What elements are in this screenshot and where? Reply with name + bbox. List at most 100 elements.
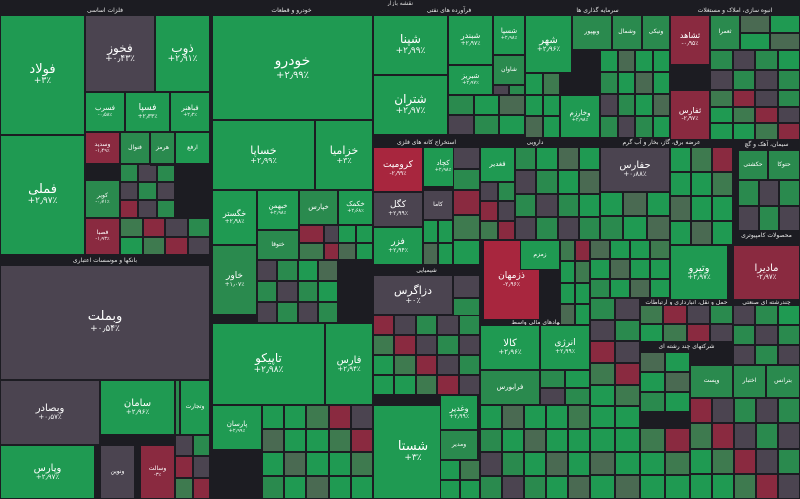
stock-tile[interactable]: کاما (423, 190, 453, 220)
small-stock-tile[interactable] (615, 428, 640, 452)
small-stock-tile[interactable] (610, 240, 630, 260)
small-stock-tile[interactable] (187, 218, 210, 237)
small-stock-tile[interactable] (640, 428, 665, 452)
small-stock-tile[interactable] (560, 240, 575, 262)
small-stock-tile[interactable] (448, 95, 474, 115)
stock-tile[interactable]: فرابورس (480, 370, 540, 405)
small-stock-tile[interactable] (350, 452, 373, 476)
small-stock-tile[interactable] (557, 193, 579, 217)
small-stock-tile[interactable] (480, 428, 502, 452)
small-stock-tile[interactable] (691, 220, 712, 245)
small-stock-tile[interactable] (515, 193, 537, 217)
small-stock-tile[interactable] (590, 451, 615, 476)
small-stock-tile[interactable] (142, 236, 165, 255)
small-stock-tile[interactable] (328, 405, 351, 429)
small-stock-tile[interactable] (663, 305, 687, 324)
small-stock-tile[interactable] (480, 182, 498, 202)
small-stock-tile[interactable] (497, 182, 515, 202)
small-stock-tile[interactable] (617, 72, 635, 94)
small-stock-tile[interactable] (710, 123, 733, 140)
small-stock-tile[interactable] (590, 475, 615, 499)
small-stock-tile[interactable] (120, 200, 139, 218)
small-stock-tile[interactable] (690, 398, 712, 424)
small-stock-tile[interactable] (600, 72, 618, 94)
small-stock-tile[interactable] (590, 341, 615, 363)
small-stock-tile[interactable] (600, 116, 618, 138)
small-stock-tile[interactable] (779, 180, 800, 206)
small-stock-tile[interactable] (453, 190, 480, 215)
small-stock-tile[interactable] (610, 259, 630, 279)
small-stock-tile[interactable] (440, 460, 460, 480)
small-stock-tile[interactable] (284, 475, 307, 499)
small-stock-tile[interactable] (546, 405, 568, 429)
small-stock-tile[interactable] (635, 94, 653, 116)
small-stock-tile[interactable] (710, 90, 733, 107)
small-stock-tile[interactable] (652, 50, 670, 72)
small-stock-tile[interactable] (600, 216, 624, 240)
stock-tile[interactable]: خبهمن +۲٫۹۸٪ (257, 190, 299, 230)
small-stock-tile[interactable] (663, 323, 687, 342)
small-stock-tile[interactable] (630, 240, 650, 260)
small-stock-tile[interactable] (317, 260, 338, 281)
small-stock-tile[interactable] (712, 473, 734, 499)
small-stock-tile[interactable] (415, 335, 438, 355)
stock-tile[interactable]: ثفارس -۲٫۹۷٪ (670, 90, 710, 140)
small-stock-tile[interactable] (665, 352, 690, 372)
small-stock-tile[interactable] (575, 240, 590, 262)
small-stock-tile[interactable] (542, 116, 560, 138)
small-stock-tile[interactable] (640, 451, 665, 476)
small-stock-tile[interactable] (175, 456, 193, 478)
stock-tile[interactable]: ثعمرا (710, 15, 740, 50)
small-stock-tile[interactable] (738, 205, 759, 231)
stock-tile[interactable]: خزامیا +۳٪ (315, 120, 373, 190)
small-stock-tile[interactable] (499, 115, 525, 135)
small-stock-tile[interactable] (691, 147, 712, 172)
small-stock-tile[interactable] (480, 452, 502, 476)
small-stock-tile[interactable] (473, 115, 500, 135)
small-stock-tile[interactable] (734, 473, 756, 499)
small-stock-tile[interactable] (732, 70, 755, 90)
small-stock-tile[interactable] (536, 193, 558, 217)
stock-tile[interactable]: وتجارت (180, 380, 210, 435)
small-stock-tile[interactable] (415, 315, 438, 335)
small-stock-tile[interactable] (437, 315, 459, 335)
small-stock-tile[interactable] (777, 325, 800, 345)
small-stock-tile[interactable] (328, 452, 351, 476)
stock-tile[interactable]: وپست (690, 365, 733, 398)
small-stock-tile[interactable] (284, 405, 307, 429)
small-stock-tile[interactable] (756, 398, 778, 424)
small-stock-tile[interactable] (756, 473, 778, 499)
small-stock-tile[interactable] (712, 398, 734, 424)
small-stock-tile[interactable] (756, 448, 778, 474)
small-stock-tile[interactable] (755, 50, 778, 70)
small-stock-tile[interactable] (355, 225, 373, 243)
small-stock-tile[interactable] (770, 15, 800, 33)
small-stock-tile[interactable] (509, 85, 525, 95)
small-stock-tile[interactable] (755, 305, 778, 325)
stock-tile[interactable]: وخارزم +۲٫۹۸٪ (560, 95, 600, 138)
stock-tile[interactable]: خپارس (299, 190, 338, 225)
small-stock-tile[interactable] (777, 50, 800, 70)
small-stock-tile[interactable] (373, 335, 395, 355)
small-stock-tile[interactable] (568, 475, 590, 499)
stock-tile[interactable]: دزاگرس +۰٪ (373, 275, 453, 315)
stock-tile[interactable]: وبصادر +۰٫۵۷٪ (0, 380, 100, 445)
small-stock-tile[interactable] (740, 15, 770, 33)
stock-tile[interactable]: ونوین (100, 445, 135, 499)
small-stock-tile[interactable] (590, 240, 610, 260)
small-stock-tile[interactable] (328, 475, 351, 499)
small-stock-tile[interactable] (460, 460, 480, 480)
small-stock-tile[interactable] (453, 275, 480, 298)
small-stock-tile[interactable] (734, 448, 756, 474)
small-stock-tile[interactable] (590, 259, 610, 279)
small-stock-tile[interactable] (610, 278, 630, 298)
small-stock-tile[interactable] (712, 147, 733, 172)
small-stock-tile[interactable] (690, 448, 712, 474)
small-stock-tile[interactable] (497, 201, 515, 221)
small-stock-tile[interactable] (615, 363, 640, 385)
small-stock-tile[interactable] (415, 375, 438, 395)
small-stock-tile[interactable] (458, 315, 480, 335)
small-stock-tile[interactable] (615, 406, 640, 428)
small-stock-tile[interactable] (440, 479, 460, 499)
small-stock-tile[interactable] (686, 323, 710, 342)
